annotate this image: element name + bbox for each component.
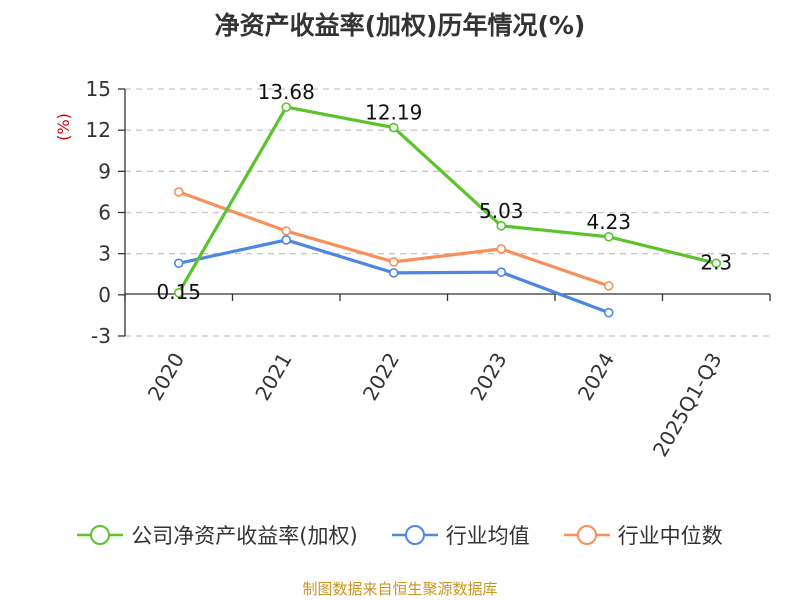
data-label: 2.3: [700, 250, 732, 274]
x-tick-label: 2025Q1-Q3: [648, 349, 727, 461]
data-label: 13.68: [258, 80, 315, 104]
legend: 公司净资产收益率(加权) 行业均值 行业中位数: [0, 520, 800, 550]
y-tick-label: 0: [98, 283, 111, 307]
legend-item: 行业均值: [391, 520, 530, 550]
y-tick-label: 3: [98, 242, 111, 266]
x-tick-label: 2021: [250, 349, 296, 405]
x-tick-label: 2022: [358, 349, 404, 405]
y-tick-label: 9: [98, 159, 111, 183]
legend-item: 行业中位数: [563, 520, 723, 550]
data-point: [388, 268, 399, 278]
legend-item: 公司净资产收益率(加权): [77, 520, 358, 550]
legend-label: 行业中位数: [617, 524, 723, 548]
data-point: [603, 307, 614, 318]
data-point: [281, 226, 292, 236]
data-point: [496, 244, 507, 254]
legend-swatch-icon: [77, 525, 124, 545]
data-labels: 0.15 13.68 12.19 5.03 4.23 2.3: [156, 80, 732, 304]
chart-title: 净资产收益率(加权)历年情况(%): [214, 11, 586, 40]
y-tick-label: -3: [91, 324, 111, 348]
legend-swatch-icon: [391, 525, 438, 545]
data-point: [388, 122, 399, 133]
y-tick-label: 15: [86, 77, 111, 101]
data-label: 5.03: [479, 199, 524, 223]
data-label: 4.23: [586, 210, 631, 234]
y-tick-label: 6: [98, 201, 111, 225]
y-tick-label: 12: [86, 118, 111, 142]
data-point: [281, 235, 292, 245]
series: [173, 102, 722, 318]
data-point: [711, 258, 722, 269]
data-point: [496, 221, 507, 231]
series-line: [177, 105, 717, 294]
legend-label: 行业均值: [445, 524, 530, 548]
x-tick-label: 2024: [573, 349, 619, 405]
y-axis-label: (%): [54, 113, 73, 141]
x-tick-label: 2020: [143, 349, 189, 405]
legend-label: 公司净资产收益率(加权): [131, 524, 358, 548]
data-point: [603, 231, 614, 242]
data-point: [603, 281, 614, 291]
grid: [125, 88, 770, 337]
data-label: 0.15: [156, 280, 201, 304]
data-point: [173, 287, 184, 298]
source-note: 制图数据来自恒生聚源数据库: [302, 580, 498, 598]
data-point: [281, 102, 292, 112]
data-point: [496, 267, 507, 277]
legend-swatch-icon: [563, 525, 610, 545]
data-point: [388, 257, 399, 267]
data-point: [173, 187, 184, 197]
data-point: [173, 258, 184, 269]
x-tick-label: 2023: [465, 349, 511, 405]
data-label: 12.19: [365, 101, 422, 125]
axes: 15 12 9 6 3 0 -3 (%) 2020 2021 2022 2023 2024 2025Q1-…: [54, 77, 771, 461]
